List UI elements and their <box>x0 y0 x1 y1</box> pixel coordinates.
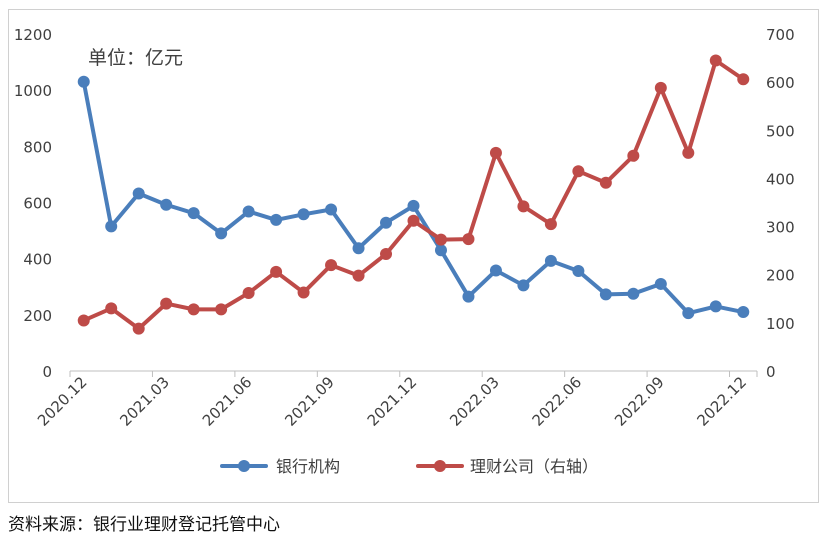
right-y-tick-label: 200 <box>766 267 795 285</box>
data-point <box>737 306 750 319</box>
data-point <box>572 265 585 278</box>
x-tick-label: 2021.03 <box>116 373 173 430</box>
data-point <box>242 287 255 300</box>
series-wealth-management-companies <box>77 54 750 335</box>
legend-label: 理财公司（右轴） <box>470 457 598 476</box>
data-point <box>105 302 118 315</box>
data-point <box>434 244 447 257</box>
data-point <box>132 322 145 335</box>
right-y-tick-label: 500 <box>766 122 795 140</box>
data-point <box>160 297 173 310</box>
data-point <box>489 146 502 159</box>
left-y-tick-label: 800 <box>23 138 52 156</box>
data-point <box>215 227 228 240</box>
x-tick-label: 2020.12 <box>34 373 91 430</box>
data-point <box>160 198 173 211</box>
x-tick-label: 2022.03 <box>446 373 503 430</box>
data-point <box>325 203 338 216</box>
data-point <box>77 314 90 327</box>
legend-label: 银行机构 <box>276 457 340 476</box>
x-axis-ticks: 2020.12 2021.03 2021.06 2021.09 2021.12 2022.… <box>34 371 758 430</box>
data-point <box>215 303 228 316</box>
data-point <box>627 149 640 162</box>
data-point <box>434 233 447 246</box>
data-point <box>544 254 557 267</box>
legend-swatch-marker <box>434 460 446 472</box>
source-note: 资料来源：银行业理财登记托管中心 <box>8 515 280 535</box>
data-point <box>462 290 475 303</box>
data-point <box>599 176 612 189</box>
data-point <box>132 187 145 200</box>
data-point <box>297 286 310 299</box>
data-point <box>380 248 393 261</box>
data-point <box>407 214 420 227</box>
data-point <box>187 303 200 316</box>
data-point <box>270 213 283 226</box>
x-tick-label: 2022.09 <box>611 373 668 430</box>
data-point <box>682 307 695 320</box>
x-tick-label: 2021.09 <box>281 373 338 430</box>
series-layer <box>77 54 750 335</box>
data-point <box>462 233 475 246</box>
data-point <box>105 220 118 233</box>
data-point <box>325 259 338 272</box>
right-y-tick-label: 400 <box>766 170 795 188</box>
data-point <box>489 264 502 277</box>
left-y-tick-label: 1200 <box>14 26 52 44</box>
data-point <box>709 300 722 313</box>
right-y-tick-label: 0 <box>766 363 776 381</box>
data-point <box>517 279 530 292</box>
data-point <box>297 208 310 221</box>
data-point <box>242 205 255 218</box>
legend-swatch-marker <box>238 460 250 472</box>
chart-frame <box>8 9 819 503</box>
right-y-tick-label: 700 <box>766 26 795 44</box>
x-tick-label: 2021.12 <box>364 373 421 430</box>
legend: 银行机构 理财公司（右轴） <box>220 457 598 476</box>
data-point <box>77 75 90 88</box>
left-y-tick-label: 400 <box>23 251 52 269</box>
right-y-tick-label: 600 <box>766 74 795 92</box>
data-point <box>682 146 695 159</box>
right-y-tick-label: 100 <box>766 315 795 333</box>
data-point <box>517 200 530 213</box>
right-y-tick-label: 300 <box>766 219 795 237</box>
left-y-tick-label: 200 <box>23 307 52 325</box>
data-point <box>352 269 365 282</box>
data-point <box>654 81 667 94</box>
legend-item: 理财公司（右轴） <box>416 457 598 476</box>
unit-note: 单位：亿元 <box>88 47 183 69</box>
x-tick-label: 2022.12 <box>693 373 750 430</box>
x-tick-label: 2022.06 <box>529 373 586 430</box>
series-bank-institutions <box>77 75 750 320</box>
data-point <box>599 288 612 301</box>
data-point <box>627 287 640 300</box>
series-line <box>81 79 746 316</box>
data-point <box>544 218 557 231</box>
left-y-tick-label: 600 <box>23 195 52 213</box>
data-point <box>654 277 667 290</box>
line-chart: 0 200 400 600 800 1000 1200 0 100 200 300 400 500 60… <box>14 26 795 476</box>
x-tick-label: 2021.06 <box>199 373 256 430</box>
left-y-tick-label: 0 <box>42 363 52 381</box>
data-point <box>737 73 750 86</box>
data-point <box>352 242 365 255</box>
data-point <box>407 199 420 212</box>
left-y-tick-label: 1000 <box>14 82 52 100</box>
right-y-axis-ticks: 0 100 200 300 400 500 600 700 <box>766 26 795 381</box>
data-point <box>270 265 283 278</box>
legend-item: 银行机构 <box>220 457 340 476</box>
data-point <box>572 165 585 178</box>
data-point <box>709 54 722 67</box>
data-point <box>187 207 200 220</box>
data-point <box>380 216 393 229</box>
left-y-axis-ticks: 0 200 400 600 800 1000 1200 <box>14 26 52 381</box>
